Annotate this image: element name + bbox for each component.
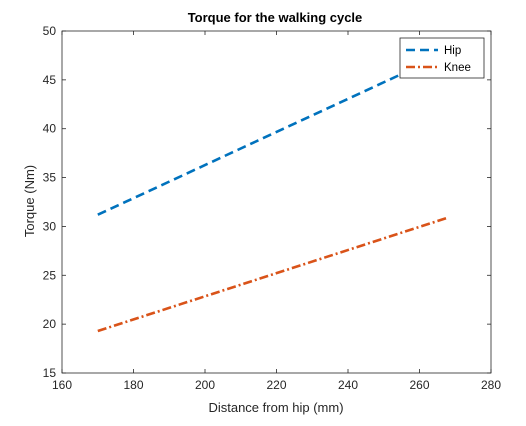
y-tick-label: 50 xyxy=(43,24,57,38)
plot-area: 160 180 200 220 240 260 280 15 20 25 30 35 40 45 50 Hip… xyxy=(43,24,502,392)
x-tick-label: 180 xyxy=(123,378,143,392)
y-tick-label: 30 xyxy=(43,219,57,233)
x-tick-label: 240 xyxy=(338,378,358,392)
x-tick-label: 260 xyxy=(409,378,429,392)
y-tick-label: 25 xyxy=(43,268,57,282)
legend-label-knee: Knee xyxy=(444,62,471,74)
x-tick-label: 200 xyxy=(195,378,215,392)
x-tick-label: 220 xyxy=(266,378,286,392)
legend-label-hip: Hip xyxy=(444,45,461,57)
y-tick-label: 45 xyxy=(43,73,57,87)
legend-box xyxy=(400,38,484,78)
chart-title: Torque for the walking cycle xyxy=(188,10,363,25)
y-tick-label: 15 xyxy=(43,366,57,380)
y-tick-label: 20 xyxy=(43,317,57,331)
y-tick-label: 40 xyxy=(43,122,57,136)
y-tick-label: 35 xyxy=(43,171,57,185)
x-tick-label: 160 xyxy=(52,378,72,392)
x-tick-label: 280 xyxy=(481,378,501,392)
x-axis-label: Distance from hip (mm) xyxy=(208,400,343,415)
y-axis-label: Torque (Nm) xyxy=(22,165,37,237)
